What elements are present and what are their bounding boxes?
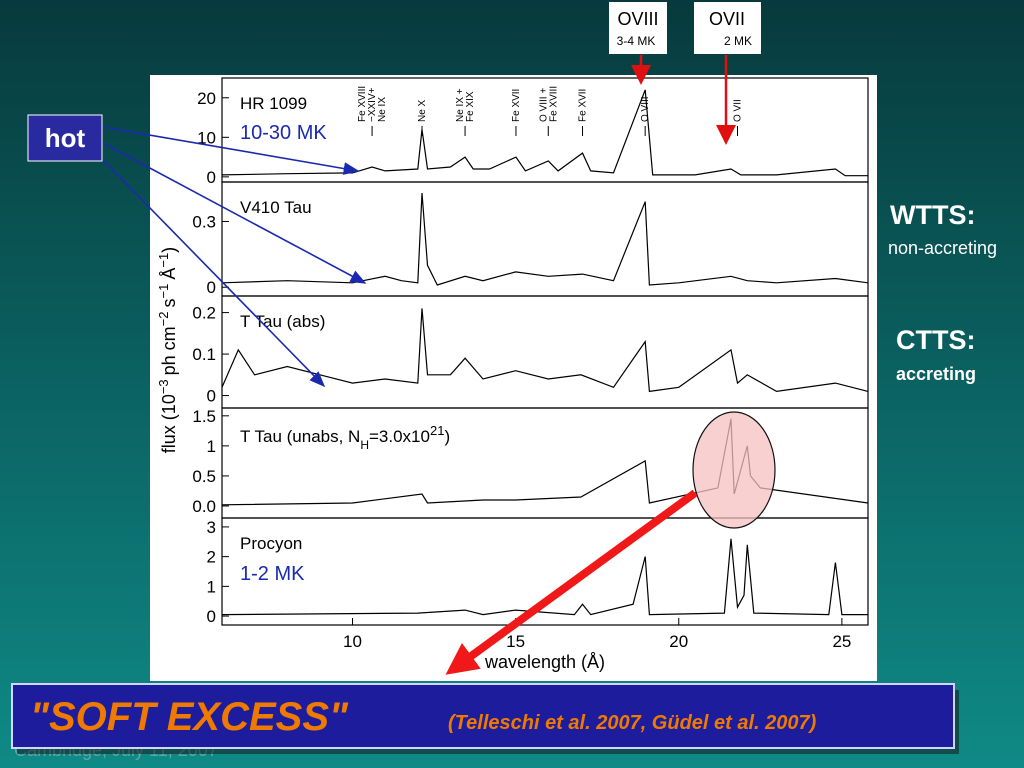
- line-id-label: O VIII: [640, 96, 651, 122]
- y-tick-label: 0.2: [192, 304, 216, 323]
- x-tick-label: 10: [343, 632, 362, 651]
- x-tick-label: 25: [832, 632, 851, 651]
- spectrum: [221, 308, 869, 393]
- y-tick-label: 3: [207, 518, 216, 537]
- y-tick-label: 1.5: [192, 407, 216, 426]
- line-id-label: Fe XIX: [465, 91, 476, 122]
- y-axis-label: flux (10−3ph cm−2s−1Å−1): [156, 247, 180, 453]
- ion-label: OVIII: [617, 9, 658, 29]
- y-tick-label: 0: [207, 387, 216, 406]
- title-part: T Tau (abs): [240, 312, 325, 331]
- ion-label: OVII: [709, 9, 745, 29]
- y-tick-label: 0: [207, 168, 216, 187]
- y-tick-label: 0: [207, 278, 216, 297]
- title-part: ): [444, 427, 450, 446]
- y-tick-label: 2: [207, 548, 216, 567]
- y-tick-label: 0.3: [192, 212, 216, 231]
- title-part: =3.0x10: [369, 427, 430, 446]
- y-label-part: Å: [159, 268, 179, 280]
- y-label-part: flux (10: [159, 394, 179, 453]
- panel-title: T Tau (unabs, NH=3.0x1021): [240, 423, 450, 453]
- class-label: WTTS:: [890, 200, 975, 230]
- y-tick-label: 20: [197, 89, 216, 108]
- line-id-label: O VII: [732, 99, 743, 122]
- y-label-part: ph cm: [159, 326, 179, 375]
- y-tick-label: 10: [197, 128, 216, 147]
- y-label-part: −1: [156, 284, 171, 299]
- line-id-label: Fe XVIII: [357, 86, 368, 122]
- label-box: [694, 2, 761, 54]
- y-tick-label: 1: [207, 577, 216, 596]
- class-note: accreting: [896, 364, 976, 384]
- temp-label: 10-30 MK: [240, 122, 327, 144]
- ion-temp: 2 MK: [724, 34, 752, 48]
- line-id-label: Fe XVII: [578, 89, 589, 122]
- spectrum: [221, 538, 868, 616]
- panel-title: HR 1099: [240, 94, 307, 113]
- title-part: T Tau (unabs, N: [240, 427, 360, 446]
- class-label: CTTS:: [896, 325, 975, 355]
- x-tick-label: 20: [669, 632, 688, 651]
- hot-box: [27, 114, 103, 162]
- y-label-part: ): [159, 247, 179, 253]
- spectrum: [221, 89, 868, 177]
- panel-frame: [221, 517, 869, 626]
- ion-temp: 3-4 MK: [617, 34, 656, 48]
- title-part: H: [360, 438, 369, 452]
- panel-title: T Tau (abs): [240, 312, 325, 331]
- banner-title: "SOFT EXCESS": [30, 695, 349, 739]
- highlight-ellipse: [692, 411, 776, 529]
- citation: (Telleschi et al. 2007, Güdel et al. 200…: [448, 712, 817, 734]
- hot-label: hot: [45, 123, 86, 153]
- figure: [150, 75, 877, 681]
- arrow: [445, 489, 698, 675]
- y-tick-label: 0.1: [192, 345, 216, 364]
- line-id-label: −XXIV+: [367, 87, 378, 122]
- y-tick-label: 0.5: [192, 467, 216, 486]
- x-axis-label: wavelength (Å): [484, 652, 605, 672]
- y-label-part: −3: [156, 379, 171, 394]
- title-part: V410 Tau: [240, 198, 312, 217]
- y-tick-label: 0.0: [192, 497, 216, 516]
- line-id-label: Ne X: [417, 99, 428, 122]
- line-id-label: Fe XVII: [511, 89, 522, 122]
- line-id-label: Ne IX +: [455, 88, 466, 122]
- y-label-part: −2: [156, 311, 171, 326]
- y-tick-label: 0: [207, 607, 216, 626]
- title-part: HR 1099: [240, 94, 307, 113]
- arrow: [102, 142, 367, 284]
- arrow: [102, 159, 326, 388]
- spectrum: [221, 192, 869, 286]
- class-note: non-accreting: [888, 238, 997, 258]
- panel-title: V410 Tau: [240, 198, 312, 217]
- banner: [11, 683, 955, 749]
- y-label-part: s: [159, 298, 179, 307]
- line-id-label: Fe XVIII: [548, 86, 559, 122]
- arrow: [102, 126, 360, 175]
- panel-title: Procyon: [240, 534, 302, 553]
- title-part: Procyon: [240, 534, 302, 553]
- line-id-label: Ne IX: [377, 97, 388, 122]
- label-box: [609, 2, 667, 54]
- y-label-part: −1: [156, 253, 171, 268]
- line-id-label: O VIII +: [538, 88, 549, 122]
- y-tick-label: 1: [207, 437, 216, 456]
- title-part: 21: [430, 423, 444, 438]
- x-tick-label: 15: [506, 632, 525, 651]
- temp-label: 1-2 MK: [240, 563, 305, 585]
